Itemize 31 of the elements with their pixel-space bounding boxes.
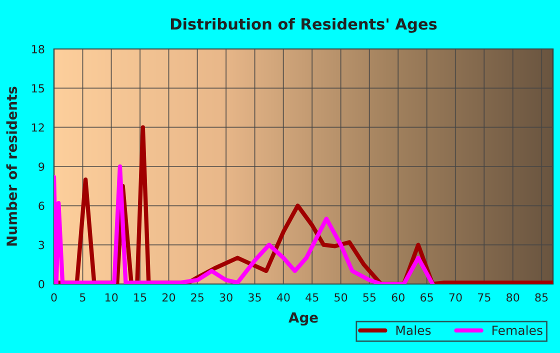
legend-label: Males — [396, 325, 431, 336]
x-tick-label: 80 — [506, 293, 520, 302]
y-tick-label: 12 — [32, 123, 44, 132]
y-tick-label: 3 — [38, 240, 44, 250]
legend-label: Females — [492, 325, 542, 336]
y-axis-title: Number of residents — [6, 86, 18, 246]
y-tick-label: 9 — [38, 162, 44, 171]
x-tick-label: 15 — [134, 293, 146, 302]
x-axis-title: Age — [288, 312, 318, 326]
x-tick-label: 5 — [80, 293, 86, 302]
y-tick-label: 6 — [38, 202, 44, 210]
x-tick-label: 65 — [420, 293, 433, 302]
x-tick-label: 25 — [191, 293, 204, 302]
x-tick-label: 20 — [162, 293, 176, 302]
x-tick-label: 55 — [363, 293, 376, 302]
y-tick-label: 0 — [38, 280, 44, 288]
x-tick-label: 10 — [106, 293, 118, 302]
x-tick-label: 75 — [478, 293, 490, 302]
chart-title: Distribution of Residents' Ages — [170, 18, 437, 33]
x-tick-label: 30 — [220, 293, 232, 302]
x-tick-label: 45 — [306, 293, 318, 302]
x-tick-label: 40 — [276, 293, 290, 302]
x-tick-label: 0 — [51, 293, 57, 302]
x-tick-label: 35 — [248, 293, 261, 302]
x-tick-label: 50 — [334, 293, 348, 302]
y-tick-label: 18 — [32, 44, 44, 54]
x-tick-label: 60 — [392, 293, 404, 302]
line-series — [54, 164, 435, 284]
x-tick-label: 85 — [535, 293, 548, 302]
y-tick-label: 15 — [32, 84, 44, 93]
x-tick-label: 70 — [449, 293, 462, 302]
